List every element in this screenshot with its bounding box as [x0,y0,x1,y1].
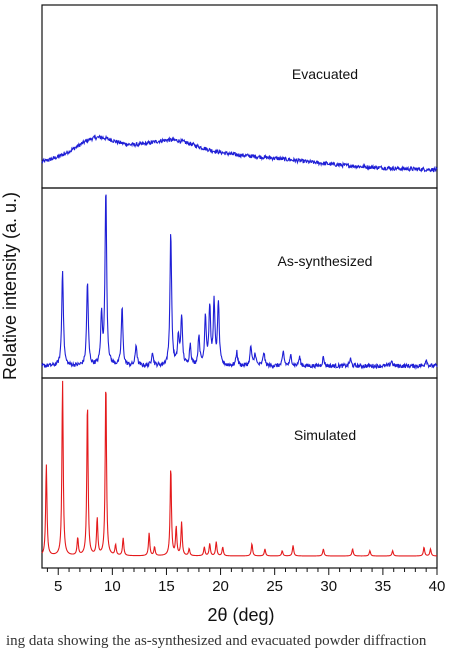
x-tick-label: 10 [104,578,121,595]
panel-frame [41,187,438,379]
series-evacuated-line [41,134,438,173]
x-tick-label: 35 [375,578,392,595]
panel-evacuated: Evacuated [41,4,438,189]
panel-label-evacuated: Evacuated [292,66,358,82]
panel-label-simulated: Simulated [294,427,356,443]
x-tick-label: 30 [320,578,337,595]
x-tick-label: 40 [429,578,446,595]
panel-label-as-synthesized: As-synthesized [278,253,373,269]
x-tick-label: 15 [158,578,175,595]
panel-frame [41,377,438,569]
series-simulated-line [41,380,438,557]
panel-as-synthesized: As-synthesized [41,187,438,379]
series-as-synthesized-line [41,194,438,370]
figure-caption: ing data showing the as-synthesized and … [6,633,427,649]
panel-simulated: Simulated [41,377,438,569]
panel-frame [41,4,438,189]
x-tick-label: 5 [54,578,62,595]
x-tick-label: 20 [212,578,229,595]
x-tick-label: 25 [266,578,283,595]
x-axis-title: 2θ (deg) [207,605,274,625]
y-axis-title: Relative intensity (a. u.) [0,192,20,380]
